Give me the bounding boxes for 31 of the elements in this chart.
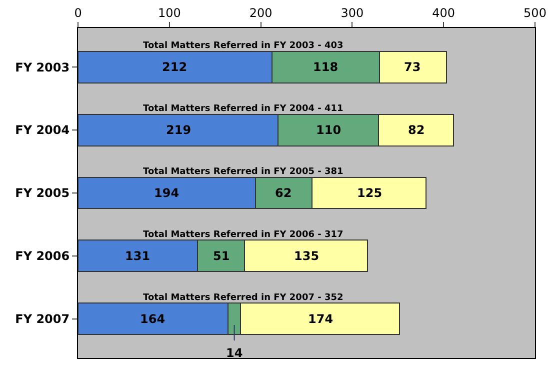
- x-tick-label: 100: [158, 6, 181, 20]
- annotation: Total Matters Referred in FY 2007 - 352: [143, 293, 344, 303]
- data-label: 51: [213, 249, 230, 263]
- y-tick-label: FY 2004: [15, 123, 70, 138]
- annotation: Total Matters Referred in FY 2006 - 317: [143, 230, 344, 240]
- x-tick-label: 0: [74, 6, 82, 20]
- x-tick-label: 500: [524, 6, 546, 20]
- x-tick-label: 400: [432, 6, 456, 20]
- data-label: 110: [316, 123, 342, 137]
- data-label: 118: [313, 60, 338, 74]
- annotation: Total Matters Referred in FY 2004 - 411: [143, 104, 344, 114]
- data-label: 135: [294, 249, 320, 263]
- y-tick-label: FY 2006: [15, 249, 70, 264]
- annotation: Total Matters Referred in FY 2003 - 403: [143, 41, 344, 51]
- y-tick-label: FY 2003: [15, 60, 70, 74]
- data-label: 73: [404, 60, 421, 74]
- data-label: 194: [154, 186, 180, 200]
- data-label: 174: [308, 312, 334, 326]
- x-tick-label: 200: [249, 6, 272, 20]
- data-label: 212: [162, 60, 188, 74]
- y-tick-label: FY 2005: [15, 186, 70, 200]
- x-tick-label: 300: [340, 6, 364, 20]
- data-label: 125: [357, 186, 382, 200]
- data-label: 131: [125, 249, 150, 263]
- data-label: 164: [140, 312, 166, 326]
- data-label: 219: [166, 123, 192, 137]
- y-tick-label: FY 2007: [15, 312, 70, 326]
- data-label: 82: [408, 123, 425, 137]
- data-label: 14: [226, 346, 243, 360]
- annotation: Total Matters Referred in FY 2005 - 381: [143, 167, 344, 177]
- data-label: 62: [275, 186, 292, 200]
